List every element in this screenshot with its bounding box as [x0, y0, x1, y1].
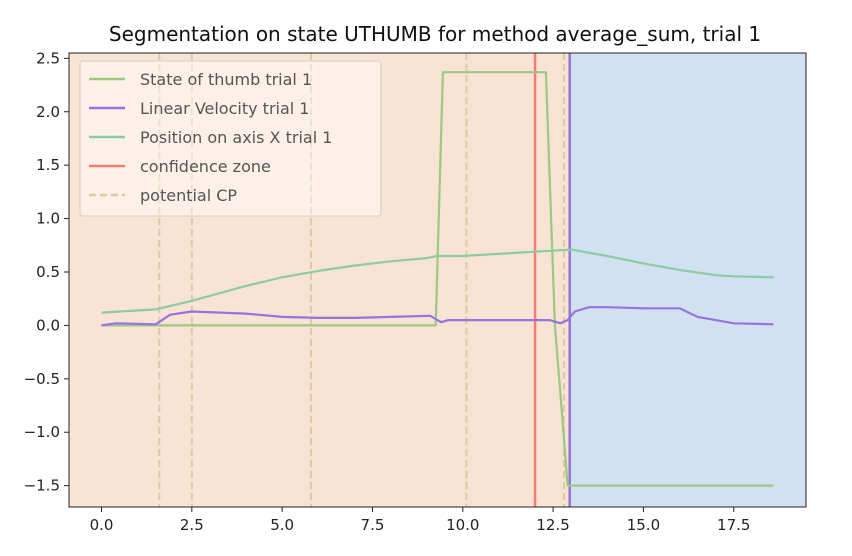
background-regions — [69, 53, 806, 507]
x-tick-label: 10.0 — [446, 516, 479, 534]
x-tick-label: 15.0 — [627, 516, 660, 534]
region-0 — [69, 53, 570, 507]
x-tick-label: 0.0 — [90, 516, 114, 534]
plot-frame — [68, 52, 807, 508]
legend-label: State of thumb trial 1 — [140, 70, 312, 89]
x-tick-label: 17.5 — [717, 516, 750, 534]
x-tick-label: 12.5 — [536, 516, 569, 534]
series-line-1 — [101, 306, 774, 327]
y-tick-label: 1.5 — [36, 156, 60, 174]
y-tick-label: −0.5 — [24, 370, 60, 388]
series-line-0 — [101, 71, 774, 487]
legend-box — [79, 60, 382, 217]
y-tick-label: −1.5 — [24, 477, 60, 495]
legend-label: Linear Velocity trial 1 — [140, 99, 309, 118]
y-tick-label: 2.5 — [36, 49, 60, 67]
legend-label: confidence zone — [140, 157, 271, 176]
legend: State of thumb trial 1 Linear Velocity tr… — [79, 60, 382, 217]
series-lines — [101, 71, 774, 487]
chart-title: Segmentation on state UTHUMB for method … — [109, 22, 761, 46]
y-tick-label: 0.0 — [36, 316, 60, 334]
x-tick-label: 7.5 — [361, 516, 385, 534]
y-tick-label: 0.5 — [36, 263, 60, 281]
region-1 — [569, 53, 806, 507]
y-tick-label: 1.0 — [36, 210, 60, 228]
legend-label: potential CP — [140, 186, 237, 205]
x-tick-label: 2.5 — [180, 516, 204, 534]
y-tick-label: 2.0 — [36, 103, 60, 121]
x-tick-label: 5.0 — [270, 516, 294, 534]
y-axis: −1.5 −1.0 −0.5 0.0 0.5 1.0 1.5 2.0 2.5 — [24, 49, 69, 495]
x-axis: 0.0 2.5 5.0 7.5 10.0 12.5 15.0 17.5 — [90, 507, 750, 534]
legend-label: Position on axis X trial 1 — [140, 128, 332, 147]
series-line-2 — [101, 248, 774, 314]
y-tick-label: −1.0 — [24, 423, 60, 441]
